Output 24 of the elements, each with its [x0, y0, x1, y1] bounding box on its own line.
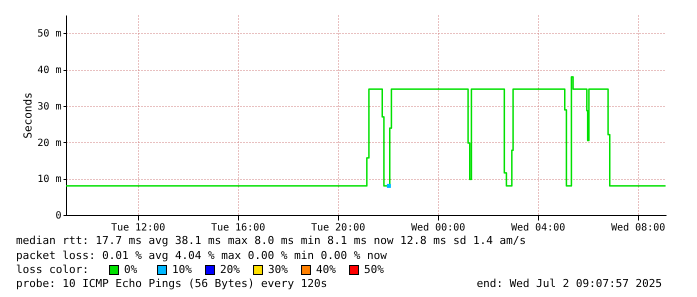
legend-label: 50%	[364, 263, 384, 276]
x-tick-label: Wed 08:00	[611, 222, 666, 234]
y-tick-label: 40 m	[37, 65, 62, 76]
x-tick-label: Wed 00:00	[411, 222, 466, 234]
x-tick-label: Wed 04:00	[511, 222, 566, 234]
y-tick-label: 10 m	[37, 174, 62, 186]
legend-label: 30%	[268, 263, 288, 276]
legend-title: loss color:	[16, 263, 89, 276]
text: probe: 10 ICMP Echo Pings (56 Bytes) every 120s	[16, 277, 328, 290]
y-tick-label: 0	[55, 210, 62, 222]
x-tick-label: Tue 16:00	[211, 222, 266, 234]
y-tick-label: 20 m	[37, 138, 62, 149]
text: median rtt: 17.7 ms avg 38.1 ms max 8.0 ms min 8.1 ms now 12.8 ms sd 1.4 am/s	[16, 234, 526, 247]
y-axis-title: Seconds	[21, 92, 34, 139]
y-tick-label: 30 m	[37, 101, 62, 112]
legend-label: 20%	[220, 263, 240, 276]
legend-label: 0%	[124, 263, 138, 276]
x-tick-label: Tue 20:00	[311, 222, 366, 234]
x-tick-label: Tue 12:00	[111, 222, 166, 234]
legend-label: 10%	[172, 263, 192, 276]
legend-label: 40%	[316, 263, 336, 276]
y-tick-label: 50 m	[37, 28, 62, 40]
text: packet loss: 0.01 % avg 4.04 % max 0.00 % min 0.00 % now	[16, 249, 388, 262]
text: end: Wed Jul 2 09:07:57 2025	[476, 277, 662, 290]
